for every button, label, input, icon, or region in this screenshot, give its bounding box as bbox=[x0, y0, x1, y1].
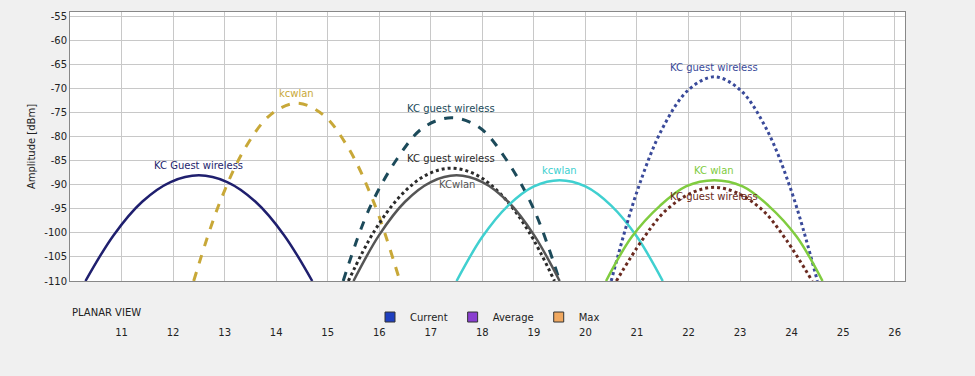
svg-text:15: 15 bbox=[321, 327, 334, 338]
svg-text:-85: -85 bbox=[51, 155, 67, 166]
svg-text:Average: Average bbox=[493, 312, 534, 323]
svg-text:-60: -60 bbox=[51, 35, 67, 46]
svg-text:kcwlan: kcwlan bbox=[542, 165, 577, 176]
svg-text:KC Guest wireless: KC Guest wireless bbox=[154, 160, 243, 171]
svg-text:-110: -110 bbox=[44, 276, 67, 287]
svg-text:PLANAR VIEW: PLANAR VIEW bbox=[72, 307, 141, 318]
svg-text:-105: -105 bbox=[44, 251, 67, 262]
svg-text:-80: -80 bbox=[51, 131, 67, 142]
svg-text:22: 22 bbox=[682, 327, 695, 338]
svg-text:kcwlan: kcwlan bbox=[279, 88, 314, 99]
svg-text:-75: -75 bbox=[51, 107, 67, 118]
svg-text:26: 26 bbox=[888, 327, 901, 338]
svg-text:-100: -100 bbox=[44, 227, 67, 238]
svg-text:23: 23 bbox=[734, 327, 747, 338]
svg-text:Current: Current bbox=[410, 312, 448, 323]
svg-text:KC guest wireless: KC guest wireless bbox=[407, 103, 495, 114]
svg-text:Max: Max bbox=[579, 312, 600, 323]
svg-text:17: 17 bbox=[424, 327, 437, 338]
svg-text:25: 25 bbox=[837, 327, 850, 338]
svg-text:20: 20 bbox=[579, 327, 592, 338]
svg-text:24: 24 bbox=[785, 327, 798, 338]
svg-text:-95: -95 bbox=[51, 203, 67, 214]
svg-text:12: 12 bbox=[167, 327, 180, 338]
svg-text:KC guest wireless: KC guest wireless bbox=[670, 191, 758, 202]
svg-text:-90: -90 bbox=[51, 179, 67, 190]
svg-text:13: 13 bbox=[218, 327, 231, 338]
svg-text:KCwlan: KCwlan bbox=[439, 179, 475, 190]
svg-text:-70: -70 bbox=[51, 83, 67, 94]
svg-text:-55: -55 bbox=[51, 11, 67, 22]
svg-text:11: 11 bbox=[115, 327, 128, 338]
svg-text:-65: -65 bbox=[51, 59, 67, 70]
svg-text:21: 21 bbox=[631, 327, 644, 338]
svg-text:KC wlan: KC wlan bbox=[694, 165, 734, 176]
svg-text:Amplitude [dBm]: Amplitude [dBm] bbox=[26, 104, 37, 189]
svg-text:18: 18 bbox=[476, 327, 489, 338]
svg-text:KC guest wireless: KC guest wireless bbox=[407, 153, 495, 164]
svg-text:16: 16 bbox=[373, 327, 386, 338]
svg-text:KC guest wireless: KC guest wireless bbox=[670, 62, 758, 73]
svg-text:19: 19 bbox=[528, 327, 541, 338]
svg-text:14: 14 bbox=[270, 327, 283, 338]
